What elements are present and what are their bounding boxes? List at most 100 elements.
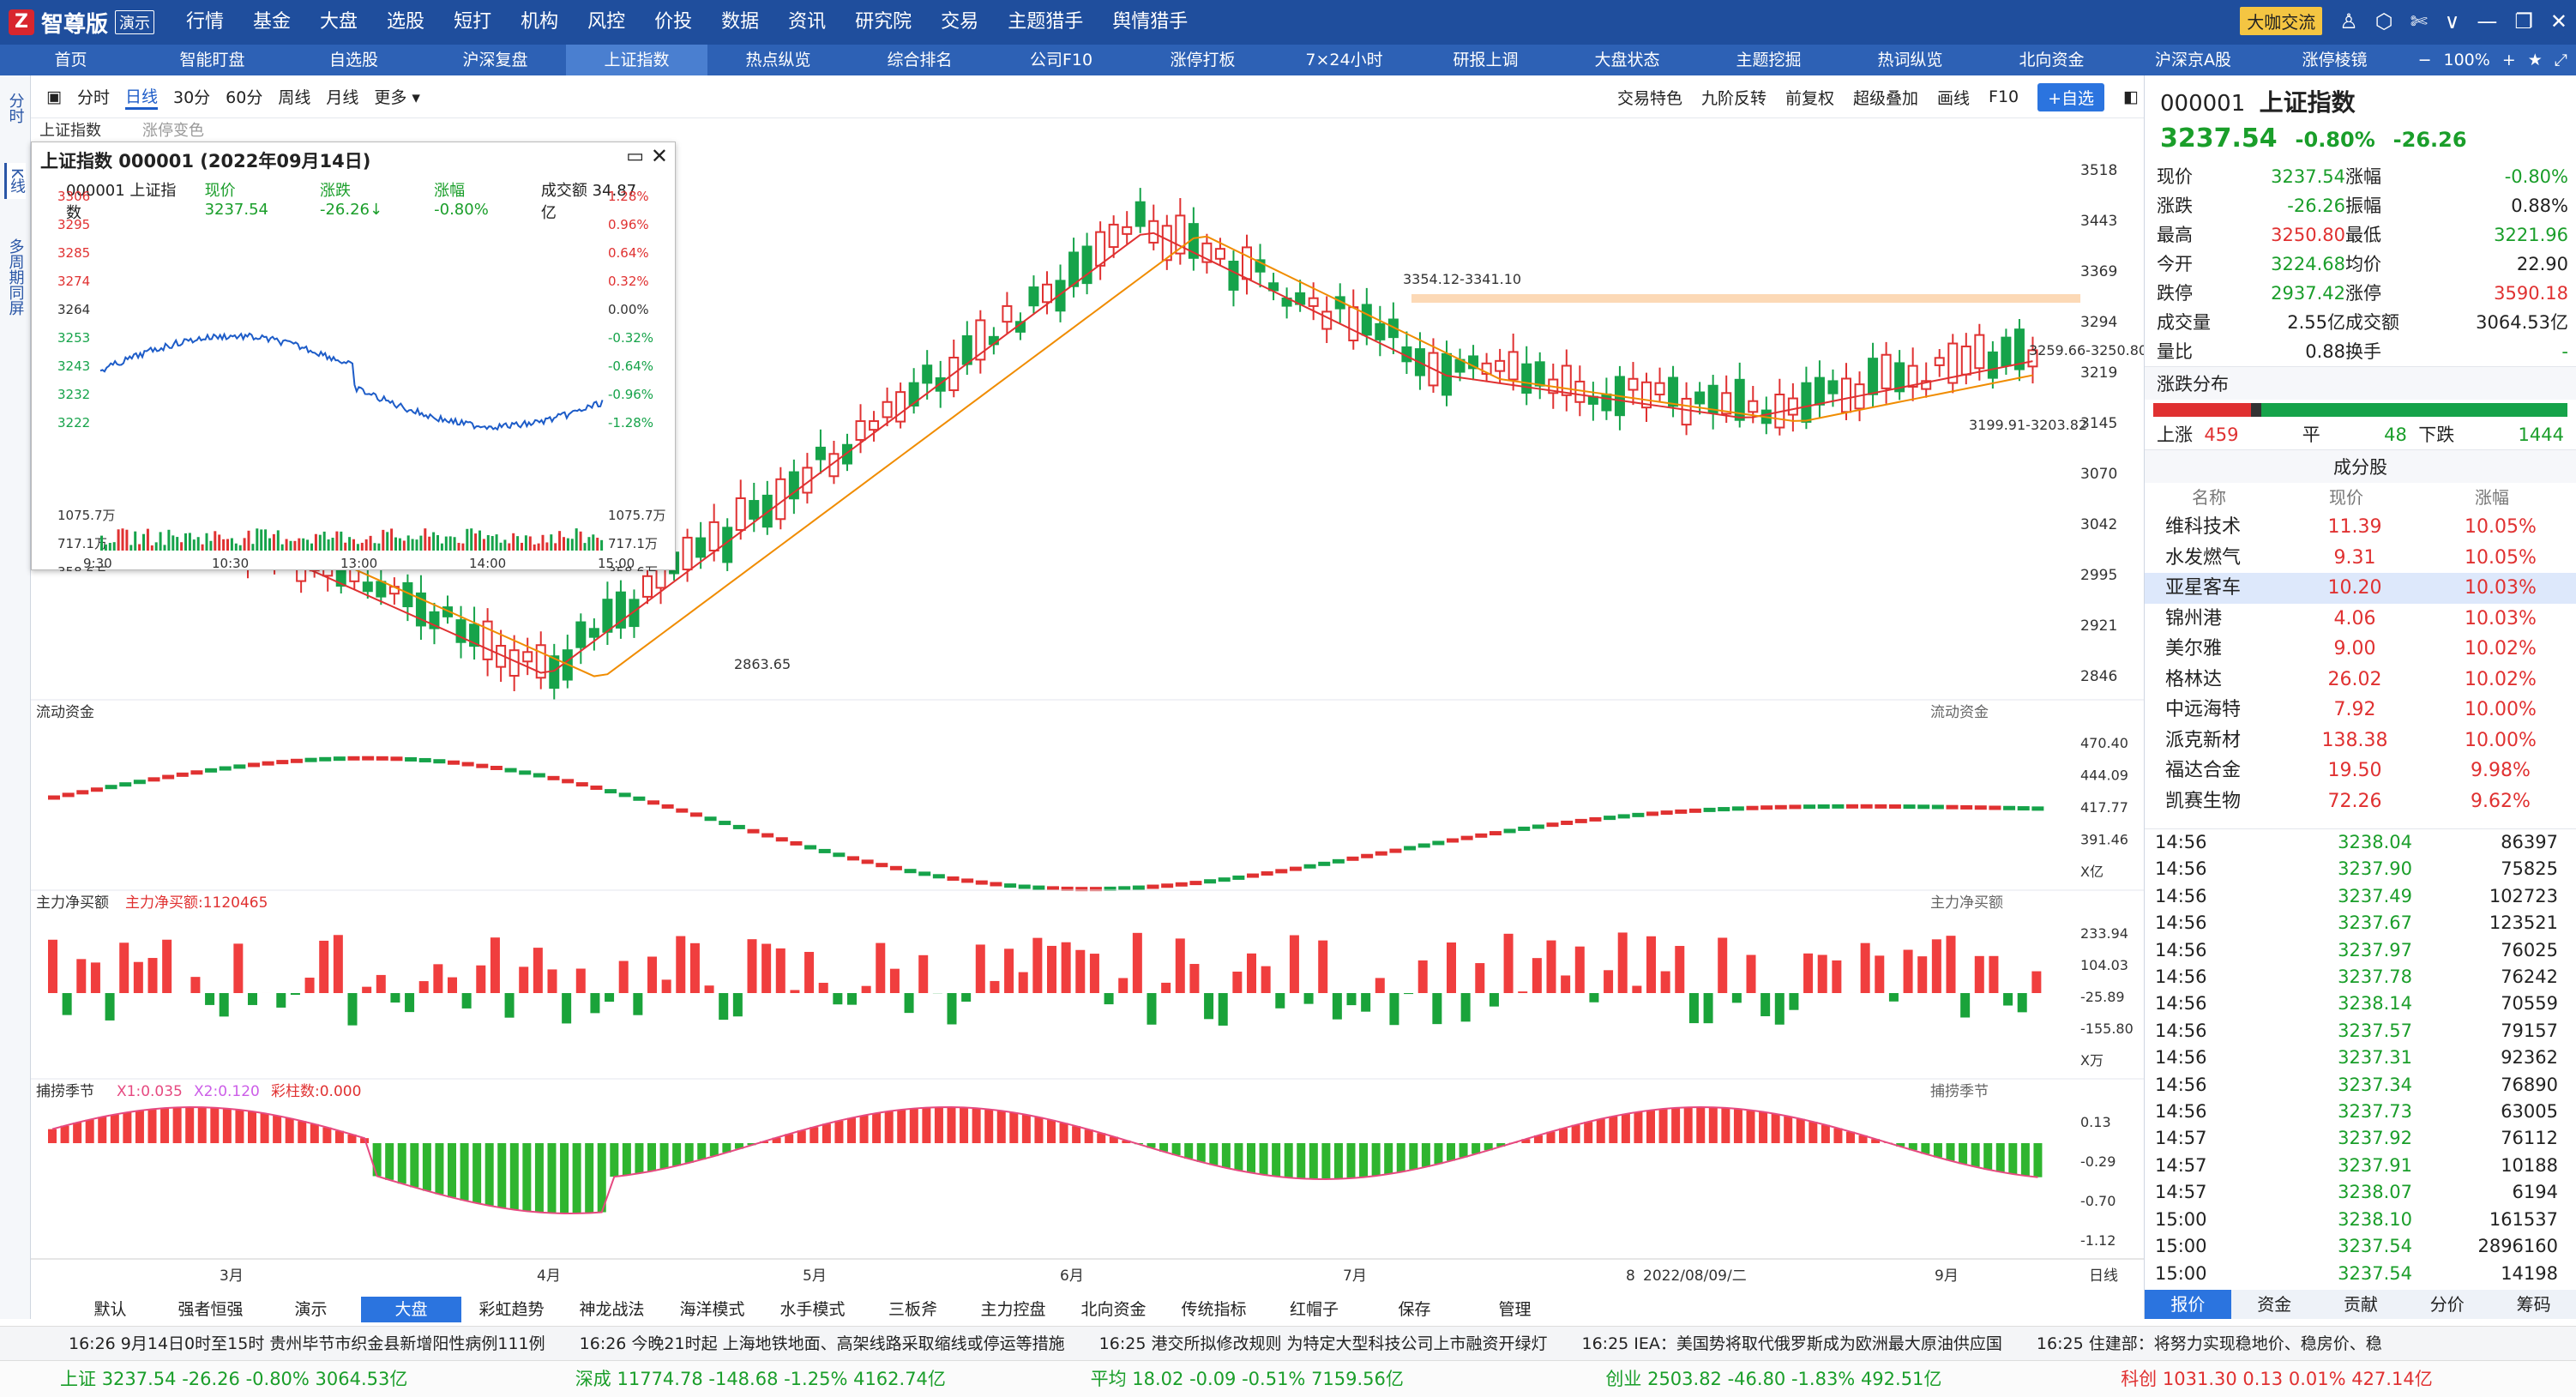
period-6[interactable]: 更多 ▾ <box>374 88 420 107</box>
tab-13[interactable]: 热词纵览 <box>1877 51 1943 69</box>
tab-7[interactable]: 公司F10 <box>1029 51 1093 69</box>
tool-5[interactable]: F10 <box>1989 87 2019 106</box>
tab-11[interactable]: 大盘状态 <box>1594 51 1660 69</box>
menu-item-7[interactable]: 价投 <box>654 11 693 33</box>
tab-5[interactable]: 热点纵览 <box>745 51 811 69</box>
tab-12[interactable]: 主题挖掘 <box>1736 51 1802 69</box>
status-index-2[interactable]: 平均 18.02 -0.09 -0.51% 7159.56亿 <box>1031 1361 1546 1397</box>
menu-item-6[interactable]: 风控 <box>587 11 626 33</box>
indicator-tab-12[interactable]: 红帽子 <box>1289 1300 1339 1319</box>
indicator-tab-8[interactable]: 三板斧 <box>888 1300 937 1319</box>
tab-10[interactable]: 研报上调 <box>1453 51 1519 69</box>
news-item[interactable]: 16:26 今晚21时起 上海地铁地面、高架线路采取缩线或停运等措施 <box>579 1334 1065 1353</box>
tab-0[interactable]: 首页 <box>54 51 87 69</box>
period-1[interactable]: 日线 <box>124 84 158 110</box>
kline-chart-area[interactable]: 上证指数 涨停变色 3518 3443 3369 3294 3219 3145 3070 3042… <box>31 118 2144 1293</box>
menu-item-12[interactable]: 主题猎手 <box>1008 11 1084 33</box>
menu-item-9[interactable]: 资讯 <box>788 11 827 33</box>
status-index-4[interactable]: 科创 1031.30 0.13 0.01% 427.14亿 <box>2061 1361 2576 1397</box>
tool-2[interactable]: 前复权 <box>1785 88 1834 108</box>
tab-15[interactable]: 沪深京A股 <box>2155 51 2231 69</box>
cf-row[interactable]: 水发燃气 9.31 10.05% <box>2145 543 2576 574</box>
cf-row[interactable]: 格林达 26.02 10.02% <box>2145 665 2576 695</box>
menu-item-1[interactable]: 基金 <box>253 11 292 33</box>
menu-item-2[interactable]: 大盘 <box>320 11 358 33</box>
indicator-tab-10[interactable]: 北向资金 <box>1080 1300 1147 1319</box>
quote-tab-4[interactable]: 筹码 <box>2516 1294 2551 1315</box>
indicator-tab-9[interactable]: 主力控盘 <box>980 1300 1046 1319</box>
tab-4[interactable]: 上证指数 <box>566 45 707 75</box>
tool-0[interactable]: 交易特色 <box>1616 88 1682 108</box>
close-icon[interactable]: ✕ <box>2549 9 2567 33</box>
period-2[interactable]: 30分 <box>172 88 211 107</box>
menu-item-4[interactable]: 短打 <box>454 11 492 33</box>
tools-icon[interactable]: ✄ <box>2410 9 2428 33</box>
tab-1[interactable]: 智能盯盘 <box>179 51 245 69</box>
cf-row[interactable]: 派克新材 138.38 10.00% <box>2145 726 2576 756</box>
tab-6[interactable]: 综合排名 <box>887 51 953 69</box>
tool-1[interactable]: 九阶反转 <box>1700 88 1766 108</box>
indicator-tab-2[interactable]: 演示 <box>294 1300 328 1319</box>
zoom-out-icon[interactable]: − <box>2417 51 2432 69</box>
quote-tab-0[interactable]: 报价 <box>2145 1290 2231 1319</box>
indicator-tab-3[interactable]: 大盘 <box>361 1297 461 1322</box>
status-index-0[interactable]: 上证 3237.54 -26.26 -0.80% 3064.53亿 <box>0 1361 515 1397</box>
settings-icon[interactable]: ⬡ <box>2374 9 2393 33</box>
panel-toggle-icon[interactable]: ◧ <box>2123 87 2139 106</box>
tab-8[interactable]: 涨停打板 <box>1170 51 1236 69</box>
news-item[interactable]: 16:26 9月14日0时至15时 贵州毕节市织金县新增阳性病例111例 <box>69 1334 545 1353</box>
news-item[interactable]: 16:25 IEA：美国势将取代俄罗斯成为欧洲最大原油供应国 <box>1581 1334 2002 1353</box>
news-item[interactable]: 16:25 住建部：将努力实现稳地价、稳房价、稳 <box>2036 1334 2382 1353</box>
quote-tab-1[interactable]: 资金 <box>2257 1294 2292 1315</box>
cf-row[interactable]: 锦州港 4.06 10.03% <box>2145 604 2576 635</box>
indicator-tab-1[interactable]: 强者恒强 <box>178 1300 244 1319</box>
period-3[interactable]: 60分 <box>226 88 263 107</box>
tool-4[interactable]: 画线 <box>1937 88 1971 108</box>
cf-row[interactable]: 亚星客车 10.20 10.03% <box>2145 573 2576 604</box>
popup-minimize-icon[interactable]: ▭ <box>626 146 644 167</box>
rail-kline[interactable]: K线 <box>4 163 26 199</box>
chevron-down-icon[interactable]: ∨ <box>2444 9 2460 33</box>
layout-icon[interactable]: ▣ <box>46 87 62 106</box>
minimize-icon[interactable]: — <box>2477 9 2498 33</box>
cf-row[interactable]: 美尔雅 9.00 10.02% <box>2145 634 2576 665</box>
indicator-tab-0[interactable]: 默认 <box>93 1300 127 1319</box>
daka-button[interactable]: 大咖交流 <box>2240 7 2323 35</box>
menu-item-13[interactable]: 舆情猎手 <box>1112 11 1189 33</box>
period-4[interactable]: 周线 <box>278 88 311 107</box>
expand-icon[interactable]: ⤢ <box>2554 51 2567 69</box>
popup-close-icon[interactable]: ✕ <box>650 144 668 168</box>
news-item[interactable]: 16:25 港交所拟修改规则 为特定大型科技公司上市融资开绿灯 <box>1098 1334 1548 1353</box>
indicator-tab-13[interactable]: 保存 <box>1398 1300 1431 1319</box>
tool-3[interactable]: 超级叠加 <box>1852 88 1918 108</box>
cf-row[interactable]: 凯赛生物 72.26 9.62% <box>2145 786 2576 817</box>
indicator-tab-11[interactable]: 传统指标 <box>1181 1300 1247 1319</box>
tab-2[interactable]: 自选股 <box>328 51 378 69</box>
tab-16[interactable]: 涨停棱镜 <box>2302 51 2368 69</box>
indicator-tab-5[interactable]: 神龙战法 <box>579 1300 645 1319</box>
indicator-tab-6[interactable]: 海洋模式 <box>679 1300 745 1319</box>
rail-multi-period[interactable]: 多周期同屏 <box>6 238 25 316</box>
tab-9[interactable]: 7×24小时 <box>1305 51 1383 69</box>
quote-tab-2[interactable]: 贡献 <box>2343 1294 2378 1315</box>
period-5[interactable]: 月线 <box>326 88 359 107</box>
indicator-tab-14[interactable]: 管理 <box>1498 1300 1532 1319</box>
tab-14[interactable]: 北向资金 <box>2019 51 2085 69</box>
status-index-3[interactable]: 创业 2503.82 -46.80 -1.83% 492.51亿 <box>1545 1361 2061 1397</box>
cf-row[interactable]: 中远海特 7.92 10.00% <box>2145 695 2576 726</box>
menu-item-10[interactable]: 研究院 <box>855 11 912 33</box>
rail-timeshare[interactable]: 分时 <box>6 93 25 123</box>
cf-row[interactable]: 维科技术 11.39 10.05% <box>2145 512 2576 543</box>
add-watchlist-button[interactable]: +自选 <box>2037 82 2105 111</box>
menu-item-8[interactable]: 数据 <box>721 11 760 33</box>
menu-item-11[interactable]: 交易 <box>941 11 979 33</box>
indicator-tab-4[interactable]: 彩虹趋势 <box>478 1300 545 1319</box>
cf-row[interactable]: 福达合金 19.50 9.98% <box>2145 756 2576 786</box>
period-0[interactable]: 分时 <box>76 88 110 107</box>
status-index-1[interactable]: 深成 11774.78 -148.68 -1.25% 4162.74亿 <box>515 1361 1031 1397</box>
restore-icon[interactable]: ❐ <box>2514 9 2533 33</box>
menu-item-3[interactable]: 选股 <box>387 11 425 33</box>
star-icon[interactable]: ★ <box>2527 51 2543 69</box>
quote-tab-3[interactable]: 分价 <box>2429 1294 2465 1315</box>
menu-item-0[interactable]: 行情 <box>186 11 225 33</box>
